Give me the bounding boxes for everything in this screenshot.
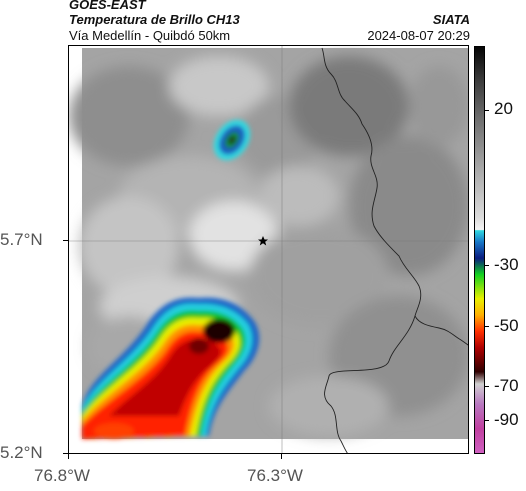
x-tick-label-76-3: 76.3°W (247, 466, 303, 485)
colorbar-tick-minus30 (484, 265, 489, 266)
satellite-map[interactable] (68, 45, 469, 454)
colorbar-label-minus50: -50 (494, 316, 519, 335)
title-product: Temperatura de Brillo CH13 (69, 12, 240, 27)
timestamp: 2024-08-07 20:29 (367, 28, 470, 43)
x-tick-label-76-8: 76.8°W (34, 466, 90, 485)
convective-storm-cell (82, 297, 260, 439)
y-tick-label-5-2: 5.2°N (0, 443, 43, 462)
y-tickmark-5-2 (63, 453, 68, 454)
title-satellite: GOES-EAST (69, 0, 146, 12)
colorbar-tick-minus70 (484, 386, 489, 387)
star-icon (258, 236, 268, 246)
x-tickmark-76-8 (68, 454, 69, 459)
colorbar-tick-minus90 (484, 420, 489, 421)
colorbar-label-minus70: -70 (494, 376, 519, 395)
small-cloud-cell (213, 119, 251, 161)
colorbar-tick-minus50 (484, 326, 489, 327)
colorbar-label-minus30: -30 (494, 255, 519, 274)
subtitle-route: Vía Medellín - Quibdó 50km (69, 28, 231, 43)
border-lines (321, 47, 468, 453)
colorbar-label-minus90: -90 (494, 410, 519, 429)
brand-label: SIATA (432, 12, 470, 27)
x-tickmark-76-3 (281, 454, 282, 459)
colorbar-label-20: 20 (494, 99, 513, 118)
temperature-colorbar (474, 46, 485, 454)
gridlines (69, 46, 468, 453)
map-canvas (69, 46, 468, 453)
y-tick-label-5-7: 5.7°N (0, 230, 43, 249)
y-tickmark-5-7 (63, 240, 68, 241)
colorbar-tick-20 (484, 110, 489, 111)
